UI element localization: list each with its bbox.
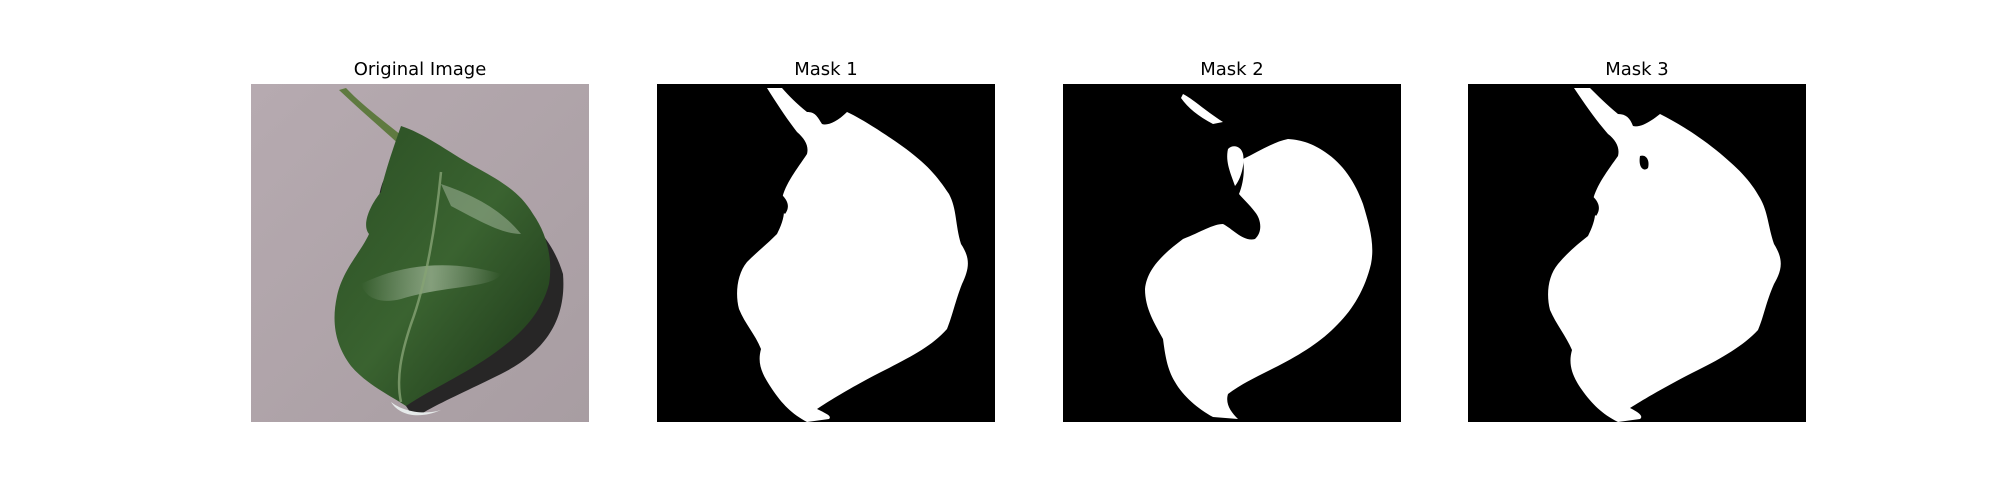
panel-title: Mask 3 [1605, 59, 1669, 80]
panel-title: Mask 1 [794, 59, 858, 80]
mask-hole [1639, 155, 1649, 170]
leaf-sheen-1 [361, 265, 501, 301]
mask-region [737, 88, 968, 422]
panel-title: Mask 2 [1200, 59, 1264, 80]
mask-1-image [657, 84, 995, 422]
mask-hole [1232, 202, 1250, 226]
leaf-sheen-2 [441, 184, 521, 234]
mask-region [1145, 139, 1373, 419]
mask-notch [778, 192, 788, 214]
mask-fragment-top [1181, 94, 1223, 124]
mask-2-image [1063, 84, 1401, 422]
panel-mask-2: Mask 2 [1063, 0, 1401, 500]
leaf-midrib [397, 171, 443, 403]
leaf-stem [339, 88, 406, 146]
original-image [251, 84, 589, 422]
mask-region [1548, 88, 1781, 422]
mask-notch [1589, 194, 1599, 216]
panel-mask-3: Mask 3 [1468, 0, 1806, 500]
mask-fragment-left [1227, 146, 1244, 186]
leaf-tip [391, 402, 441, 416]
panel-title: Original Image [353, 59, 487, 80]
mask-3-image [1468, 84, 1806, 422]
panel-mask-1: Mask 1 [657, 0, 995, 500]
panel-original-image: Original Image [251, 0, 589, 500]
